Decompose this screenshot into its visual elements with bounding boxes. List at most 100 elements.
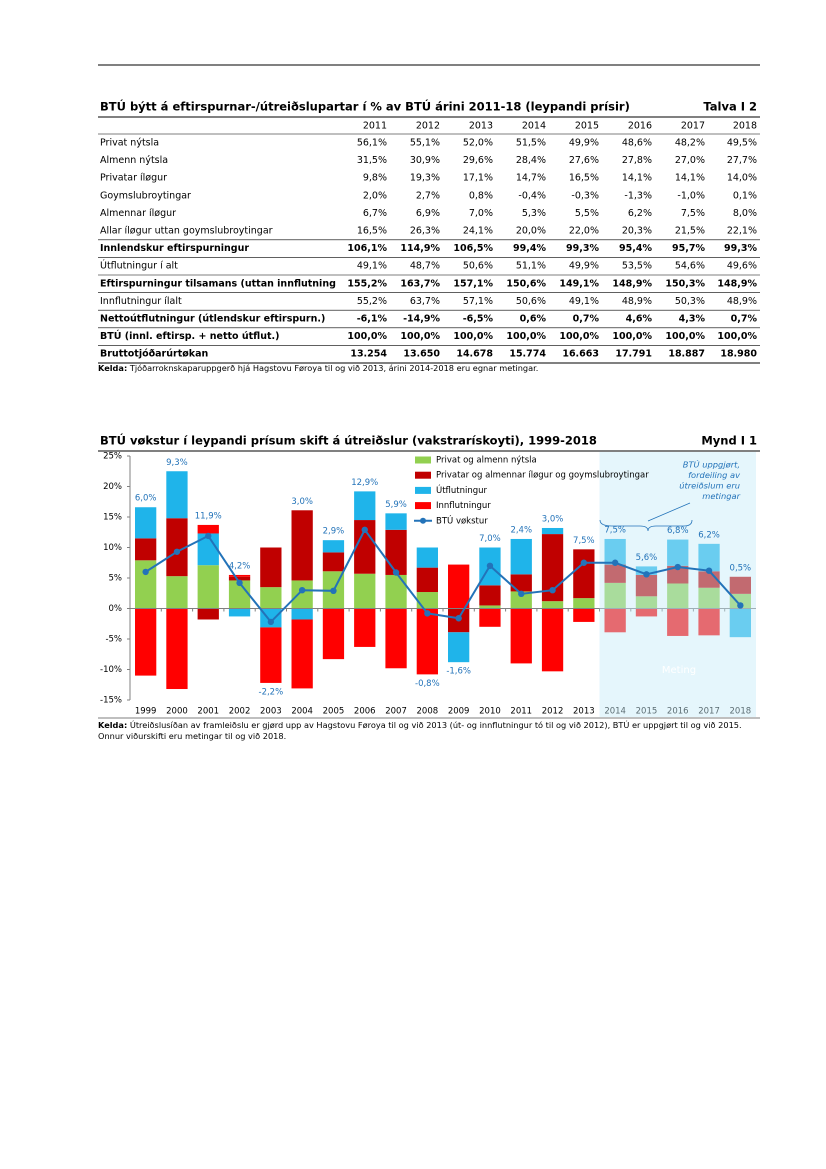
cell: 148,9%: [717, 278, 757, 289]
cell: 57,1%: [463, 296, 493, 307]
data-label: -0,8%: [415, 679, 440, 689]
cell: 100,0%: [453, 331, 493, 342]
cell: 2,0%: [363, 190, 387, 201]
cell: 49,9%: [569, 138, 599, 149]
bar: [604, 538, 626, 565]
bar: [385, 513, 407, 530]
bar: [667, 583, 689, 609]
legend-swatch: [415, 502, 431, 510]
bar: [510, 591, 532, 609]
cell: 16,5%: [357, 226, 387, 237]
column-header: 2012: [416, 121, 440, 132]
cell: 100,0%: [347, 331, 387, 342]
cell: 48,6%: [622, 138, 652, 149]
note-text: Útreiðslusíðan av framleiðslu er gjørd u…: [98, 720, 742, 741]
data-label: -1,6%: [446, 667, 471, 677]
cell: 6,9%: [416, 208, 440, 219]
legend-swatch: [415, 471, 431, 479]
cell: 157,1%: [453, 278, 493, 289]
bar: [667, 539, 689, 566]
cell: 5,3%: [522, 208, 546, 219]
cell: 4,3%: [679, 314, 706, 325]
row-label: Innlendskur eftirspurningur: [100, 243, 249, 254]
bar: [573, 598, 595, 609]
cell: 106,5%: [453, 243, 493, 254]
line-point: [236, 579, 243, 587]
y-tick-label: 15%: [103, 513, 122, 523]
bar: [166, 471, 188, 519]
x-tick-label: 2017: [698, 707, 720, 717]
line-point: [173, 548, 181, 555]
x-tick-label: 2008: [417, 707, 439, 717]
line-point: [298, 587, 306, 594]
legend-swatch: [415, 486, 431, 494]
bar: [541, 527, 564, 535]
table-title: BTÚ býtt á eftirspurnar-/útreiðslupartar…: [100, 99, 630, 114]
cell: 49,6%: [727, 261, 757, 272]
chart-label: Mynd I 1: [701, 434, 757, 448]
bar: [667, 608, 689, 636]
cell: 95,7%: [672, 243, 705, 254]
data-label: 7,5%: [604, 525, 626, 535]
data-label: 3,0%: [291, 497, 313, 507]
cell: 100,0%: [612, 331, 652, 342]
row-label: Innflutningur ílalt: [100, 296, 182, 307]
data-label: 6,2%: [698, 530, 720, 540]
cell: 48,2%: [675, 138, 705, 149]
x-tick-label: 1999: [135, 707, 157, 717]
x-tick-label: 2007: [385, 707, 407, 717]
cell: 100,0%: [400, 331, 440, 342]
bar: [228, 576, 251, 581]
cell: -1,0%: [677, 190, 705, 201]
cell: 6,2%: [628, 208, 652, 219]
cell: 54,6%: [675, 261, 705, 272]
cell: 0,7%: [573, 314, 600, 325]
cell: -6,5%: [463, 314, 494, 325]
data-label: 4,2%: [229, 561, 251, 571]
bar: [291, 510, 313, 581]
bar: [698, 587, 720, 609]
row-label: Goymslubroytingar: [100, 190, 191, 201]
line-point: [705, 567, 713, 574]
column-header: 2015: [575, 121, 599, 132]
data-label: 2,4%: [510, 525, 532, 535]
cell: 14,0%: [727, 173, 757, 184]
cell: 27,0%: [675, 155, 705, 166]
bar: [698, 608, 720, 636]
y-tick-label: -5%: [105, 635, 122, 645]
bar: [698, 543, 720, 572]
x-tick-label: 2006: [354, 707, 376, 717]
cell: 14,1%: [622, 173, 652, 184]
cell: 7,5%: [681, 208, 705, 219]
cell: -1,3%: [624, 190, 652, 201]
bar: [510, 574, 532, 592]
cell: 100,0%: [665, 331, 705, 342]
cell: 155,2%: [347, 278, 387, 289]
bar: [354, 573, 376, 609]
bar: [197, 565, 219, 609]
cell: 55,2%: [357, 296, 387, 307]
cell: 2,7%: [416, 190, 440, 201]
bar: [729, 593, 751, 609]
line-point: [392, 569, 400, 576]
bar: [416, 608, 438, 675]
cell: 150,6%: [506, 278, 546, 289]
cell: 149,1%: [559, 278, 599, 289]
row-label: Eftirspurningur tilsamans (uttan innflut…: [100, 278, 336, 289]
bar: [541, 608, 564, 672]
cell: 114,9%: [400, 243, 440, 254]
bar: [385, 608, 407, 669]
cell: 9,8%: [363, 173, 387, 184]
bar: [604, 564, 626, 583]
bar: [197, 524, 219, 534]
bar: [135, 608, 157, 676]
line-point: [424, 610, 431, 617]
cell: 49,5%: [727, 138, 757, 149]
bar: [354, 491, 376, 521]
data-label: 6,8%: [667, 526, 689, 536]
legend-marker: [420, 517, 426, 524]
cell: -0,4%: [518, 190, 546, 201]
cell: 21,5%: [675, 226, 705, 237]
legend-label: Privat og almenn nýtsla: [436, 456, 537, 466]
